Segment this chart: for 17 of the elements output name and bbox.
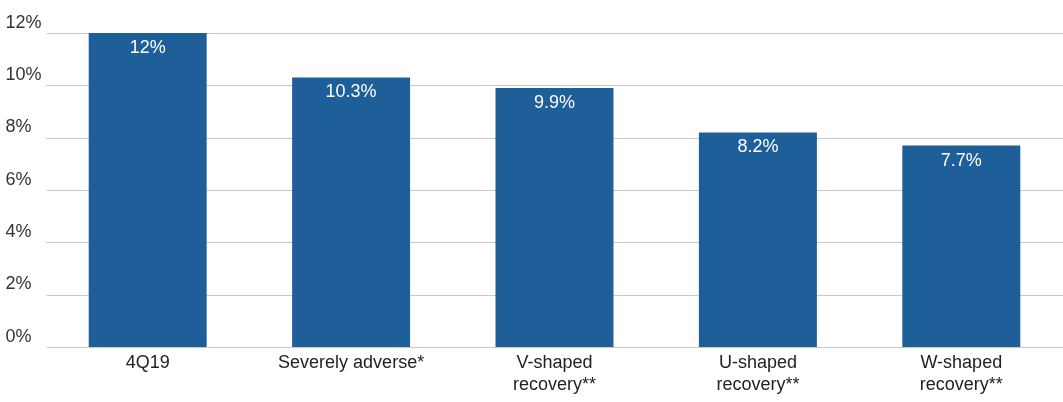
x-tick-label: Severely adverse* [278, 351, 425, 372]
y-tick-label: 4% [5, 220, 32, 241]
data-label: 8.2% [737, 136, 779, 157]
data-label: 7.7% [940, 149, 982, 170]
y-tick-label: 2% [5, 273, 32, 294]
y-tick-label: 6% [5, 168, 32, 189]
data-label: 10.3% [325, 81, 377, 102]
x-tick-label: V-shaped recovery** [512, 351, 597, 394]
data-label: 12% [129, 37, 166, 57]
x-tick-label: W-shaped recovery** [919, 351, 1003, 394]
y-tick-label: 12% [5, 11, 42, 32]
y-tick-label: 8% [5, 116, 32, 137]
x-tick-label: U-shaped recovery** [716, 351, 800, 394]
data-label: 9.9% [533, 91, 576, 112]
y-tick-label: 0% [5, 325, 32, 346]
x-tick-label: 4Q19 [125, 351, 170, 372]
y-tick-label: 10% [5, 63, 42, 84]
